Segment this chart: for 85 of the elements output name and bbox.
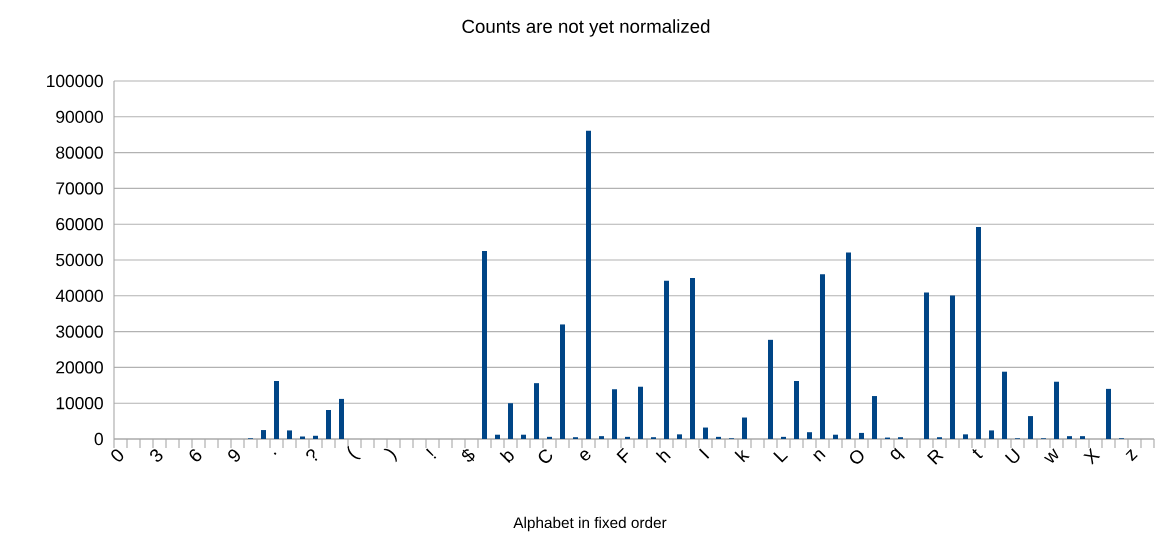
bar xyxy=(1079,436,1085,439)
bar xyxy=(664,280,669,439)
x-tick-label: X xyxy=(1083,447,1101,465)
y-tick-label: 0 xyxy=(94,432,103,446)
y-tick-label: 40000 xyxy=(55,289,103,302)
bar xyxy=(274,381,279,439)
x-tick-label: L xyxy=(773,452,789,463)
bar xyxy=(482,251,487,439)
bar xyxy=(625,436,630,439)
x-tick-label: F xyxy=(616,447,629,464)
x-tick-label: I xyxy=(698,448,710,459)
x-tick-label: R xyxy=(926,449,944,465)
bar xyxy=(287,430,292,439)
bar xyxy=(1066,436,1072,439)
y-tick-label: 70000 xyxy=(56,182,103,195)
bar xyxy=(1105,388,1111,439)
y-tick-label: 100000 xyxy=(47,74,103,88)
bar xyxy=(988,430,994,439)
bar xyxy=(781,436,786,439)
bar xyxy=(326,410,331,439)
x-tick-label: 3 xyxy=(150,449,163,462)
bar xyxy=(261,430,266,439)
bar xyxy=(924,292,929,439)
bar xyxy=(599,436,604,439)
bar xyxy=(949,295,955,439)
x-tick-label: k xyxy=(734,449,750,463)
bar xyxy=(534,383,539,439)
bar xyxy=(768,339,773,439)
bar xyxy=(677,434,682,439)
bar xyxy=(716,436,721,439)
x-tick-label: q xyxy=(890,447,905,460)
x-tick-label: O xyxy=(850,450,864,464)
bar xyxy=(339,398,344,439)
x-tick-label: b xyxy=(499,451,514,463)
bar xyxy=(833,434,838,439)
x-axis-title: Alphabet in fixed order xyxy=(513,516,667,532)
bar xyxy=(794,381,799,439)
bar xyxy=(976,227,981,439)
bar xyxy=(586,130,591,439)
bar xyxy=(547,436,552,439)
bar xyxy=(807,432,812,439)
bar xyxy=(508,403,513,439)
y-tick-label: 20000 xyxy=(56,361,103,374)
bar xyxy=(560,324,565,439)
y-tick-label: 10000 xyxy=(56,397,103,410)
bar xyxy=(872,396,877,439)
x-tick-label: C xyxy=(538,449,553,463)
x-tick-label: t xyxy=(972,448,984,459)
x-tick-label: ) xyxy=(383,448,397,463)
bar xyxy=(742,417,747,439)
x-tick-label: e xyxy=(580,450,591,461)
x-tick-label: 0 xyxy=(111,449,124,462)
bar xyxy=(703,427,708,439)
bar xyxy=(1027,416,1033,439)
bar xyxy=(612,389,617,439)
bar xyxy=(638,386,643,439)
x-tick-label: w xyxy=(1043,448,1059,463)
x-tick-label: ? xyxy=(306,449,318,461)
bar xyxy=(1002,371,1007,439)
bar xyxy=(300,436,305,439)
y-tick-label: 50000 xyxy=(56,253,103,267)
bar xyxy=(820,274,825,439)
bar xyxy=(313,435,318,439)
y-tick-label: 90000 xyxy=(56,110,103,123)
x-tick-label: 6 xyxy=(189,449,202,462)
bar xyxy=(521,434,526,439)
y-tick-label: 80000 xyxy=(56,146,103,159)
y-tick-label: 30000 xyxy=(56,325,103,338)
chart-title: Counts are not yet normalized xyxy=(462,19,710,37)
bar xyxy=(858,432,864,439)
bar xyxy=(846,252,851,439)
x-tick-label: n xyxy=(813,450,826,462)
x-tick-label: ! xyxy=(425,448,437,459)
x-tick-label: ( xyxy=(347,445,362,460)
x-tick-label: 9 xyxy=(228,449,240,462)
x-tick-label: . xyxy=(273,452,277,455)
x-tick-label: z xyxy=(1125,449,1138,462)
bar xyxy=(690,277,695,439)
y-tick-label: 60000 xyxy=(56,218,103,231)
bar xyxy=(495,434,500,439)
bar xyxy=(1054,381,1059,439)
x-tick-label: U xyxy=(1004,448,1020,463)
bar xyxy=(963,434,968,439)
x-tick-label: h xyxy=(655,451,671,463)
x-tick-label: $ xyxy=(461,449,475,462)
